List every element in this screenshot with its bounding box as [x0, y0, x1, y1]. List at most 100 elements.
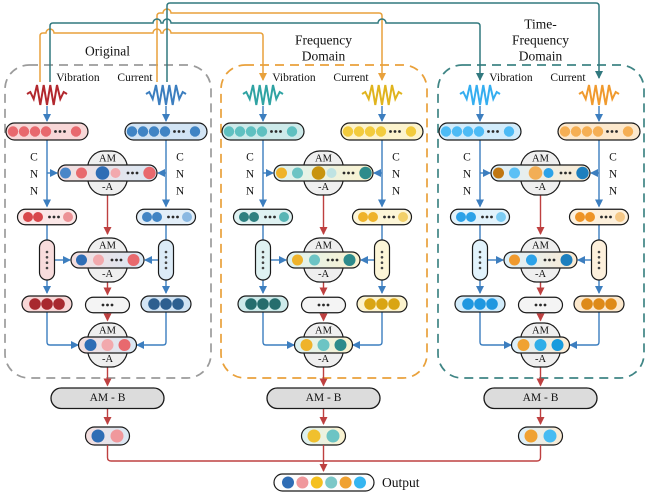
ellipsis-dots	[273, 215, 276, 219]
branch-title: Domain	[302, 49, 346, 64]
ellipsis-dots	[609, 215, 612, 219]
feature-dot	[368, 212, 378, 222]
ellipsis-dots	[171, 215, 175, 219]
branch-title: Domain	[519, 49, 563, 64]
vibration-wave	[26, 84, 68, 106]
am-b-label: AM - B	[523, 392, 559, 404]
ellipsis-dots	[559, 171, 563, 175]
ellipsis-dots	[568, 171, 572, 175]
ellipsis-dots	[615, 130, 618, 133]
ellipsis-dots	[398, 130, 401, 133]
feature-dot	[126, 126, 138, 137]
feature-dot	[148, 126, 160, 137]
feature-dot	[152, 212, 162, 222]
output-join-right	[323, 445, 542, 462]
feature-dot	[63, 212, 73, 222]
am3-left-arrow	[479, 312, 512, 349]
am-a-module-2-label-top: AM	[99, 241, 117, 252]
ellipsis-dots	[481, 215, 484, 219]
ellipsis-dots	[164, 266, 168, 270]
ellipsis-dots	[261, 250, 265, 254]
current-cnn-capsule	[135, 208, 197, 226]
cnn-label: N	[176, 186, 185, 198]
feature-dot	[91, 429, 105, 443]
feature-dot	[311, 166, 326, 180]
feature-dot	[95, 166, 110, 180]
feature-dot	[189, 126, 201, 137]
am-b-label: AM - B	[306, 392, 342, 404]
feature-dot	[309, 254, 320, 266]
feature-dot	[462, 298, 474, 310]
ellipsis-dots	[380, 255, 384, 259]
feature-dot	[334, 339, 347, 351]
feature-dot	[269, 298, 281, 310]
ellipsis-dots	[326, 258, 330, 262]
feature-dot	[257, 298, 269, 310]
ellipsis-dots	[274, 130, 278, 133]
feature-dot	[592, 126, 604, 137]
feature-dot	[570, 126, 582, 137]
feature-dot	[503, 126, 515, 137]
feature-dot	[605, 298, 617, 310]
feature-dot	[84, 339, 97, 351]
feature-dot	[358, 212, 368, 222]
ellipsis-dots	[177, 130, 181, 133]
ellipsis-dots	[491, 130, 495, 133]
feature-dot	[292, 254, 303, 266]
ellipsis-dots	[478, 266, 482, 270]
ellipsis-dots	[167, 215, 170, 219]
feature-dot	[496, 212, 506, 222]
am-a-module-3-label-top: AM	[532, 326, 550, 337]
am-b-module	[50, 387, 165, 410]
ellipsis-dots	[45, 255, 49, 259]
cnn-label: N	[392, 169, 401, 181]
feature-dot	[172, 298, 184, 310]
branch-title: Original	[85, 44, 130, 59]
vibration-wave	[242, 84, 284, 106]
ellipsis-dots	[380, 250, 384, 254]
feature-dot	[317, 339, 330, 351]
am-a-module-3-label-bottom: -A	[535, 354, 546, 365]
vibration-label: Vibration	[272, 72, 316, 84]
vibration-cnn-capsule	[449, 208, 511, 226]
feature-dot	[110, 168, 121, 178]
feature-dot	[526, 254, 537, 266]
ellipsis-dots	[182, 130, 185, 133]
output-label: Output	[382, 475, 420, 490]
feature-dot	[286, 126, 298, 137]
current-label: Current	[550, 72, 586, 84]
cnn-label: N	[246, 186, 255, 198]
cnn-label: N	[30, 169, 39, 181]
am-a-module-3-label-top: AM	[315, 326, 333, 337]
ellipsis-dots	[45, 250, 49, 254]
feature-dot	[326, 429, 340, 443]
vibration-label: Vibration	[489, 72, 533, 84]
ellipsis-dots	[383, 215, 386, 219]
ellipsis-dots	[347, 171, 350, 175]
feature-dot	[326, 168, 337, 178]
feature-dot	[462, 126, 474, 137]
current-wave	[145, 84, 187, 106]
ellipsis-dots	[48, 215, 51, 219]
feature-dot	[101, 339, 114, 351]
ellipsis-dots	[389, 130, 392, 133]
am-a-module-3-label-bottom: -A	[102, 354, 113, 365]
feature-dot	[29, 126, 41, 137]
ellipsis-dots	[45, 261, 49, 265]
vibration-pill	[38, 239, 56, 281]
cnn-label: N	[246, 169, 255, 181]
feature-dot	[279, 212, 289, 222]
ellipsis-dots	[106, 303, 109, 307]
feature-dot	[543, 429, 557, 443]
feature-dot	[364, 126, 376, 137]
cnn-label: C	[392, 152, 400, 164]
feature-dot	[142, 212, 152, 222]
am3-right-arrow	[352, 312, 383, 349]
am-a-module-2-fused-capsule	[70, 251, 145, 269]
ellipsis-dots	[539, 303, 542, 307]
ellipsis-dots	[606, 130, 609, 133]
feature-dot	[160, 298, 172, 310]
cnn-label: N	[609, 186, 618, 198]
current-wave	[578, 84, 620, 106]
feature-dot	[509, 167, 520, 179]
